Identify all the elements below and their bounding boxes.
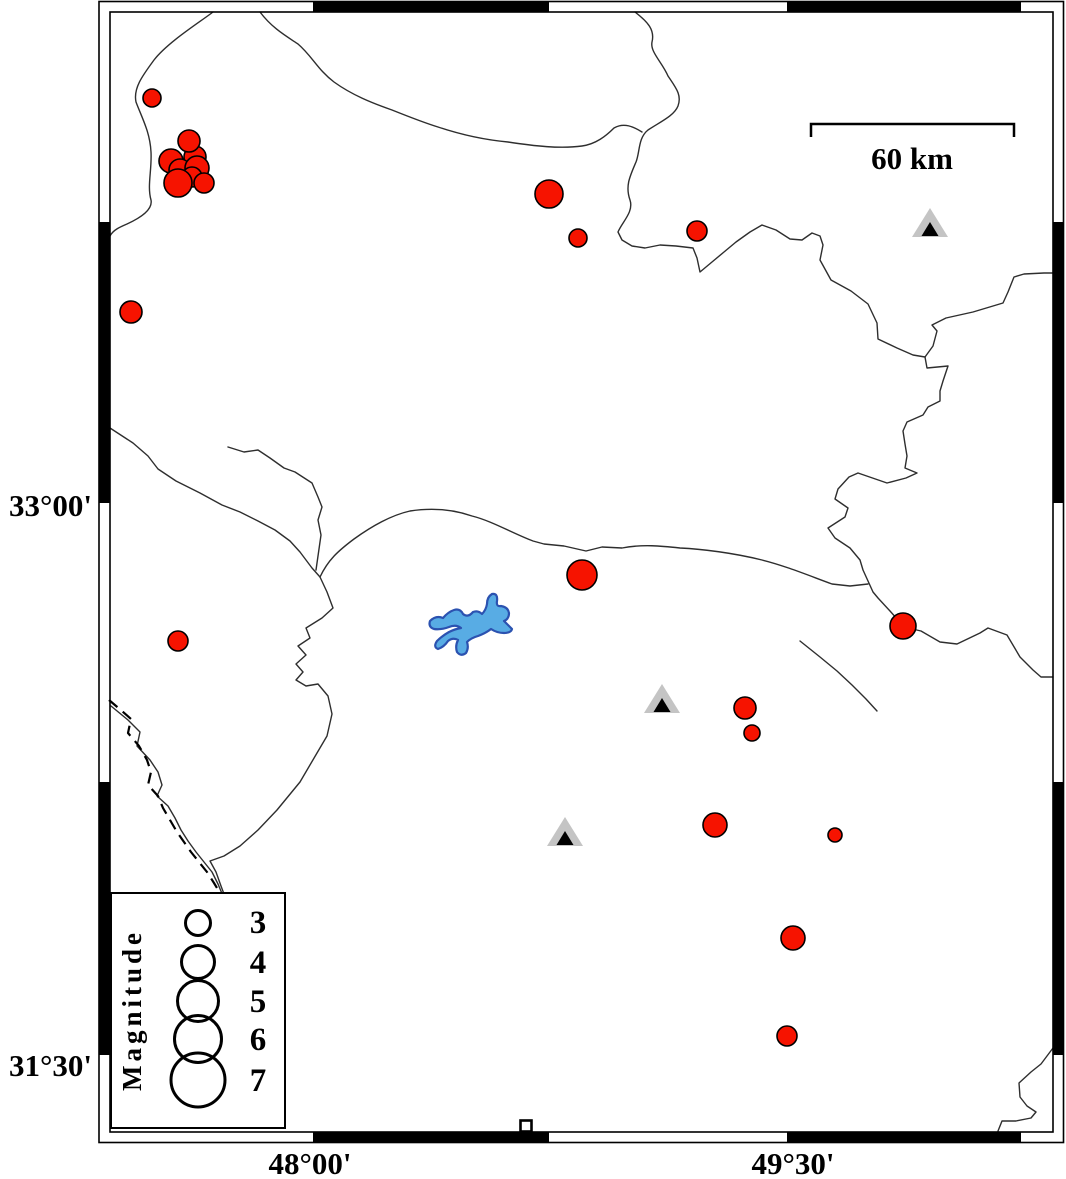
boundary-line — [827, 356, 1054, 678]
frame-band-segment — [313, 1132, 549, 1143]
station-triangle-inner-icon — [653, 698, 671, 712]
frame-band-segment — [99, 222, 110, 503]
earthquake-marker — [163, 168, 193, 198]
earthquake-marker — [889, 612, 917, 640]
legend-magnitude-label: 7 — [250, 1063, 267, 1099]
square-marker-icon — [519, 1119, 533, 1133]
border-dashed-line — [108, 699, 221, 894]
frame-inner-line — [109, 11, 1054, 1133]
legend-magnitude-circle — [180, 944, 216, 980]
earthquake-marker — [167, 630, 189, 652]
earthquake-marker — [702, 812, 728, 838]
lake — [428, 592, 514, 656]
legend-title: Magnitude — [117, 929, 147, 1091]
earthquake-marker — [686, 220, 708, 242]
legend-magnitude-label: 5 — [250, 984, 267, 1020]
frame-band-segment — [99, 782, 110, 1055]
lat-label: 31°30' — [9, 1048, 92, 1083]
lat-label: 33°00' — [9, 488, 92, 523]
scale-bar-line — [809, 122, 1016, 137]
frame-band-segment — [313, 1, 549, 12]
frame-outer-line — [98, 0, 1065, 1144]
boundary-line — [617, 11, 926, 358]
magnitude-legend: Magnitude 3 4 5 6 7 — [110, 892, 286, 1129]
legend-magnitude-label: 3 — [250, 905, 267, 941]
frame-band-segment — [787, 1, 1021, 12]
boundary-line — [997, 1047, 1054, 1132]
earthquake-layer — [119, 88, 917, 1047]
earthquake-marker — [780, 925, 806, 951]
lon-label: 49°30' — [751, 1146, 834, 1179]
boundary-line — [227, 446, 323, 571]
earthquake-marker — [568, 228, 588, 248]
legend-magnitude-circle — [176, 979, 220, 1023]
frame-band-segment — [1053, 222, 1064, 503]
boundary-line — [319, 508, 869, 587]
scale-bar: 60 km — [809, 122, 1016, 176]
earthquake-marker — [566, 559, 598, 591]
legend-box — [110, 892, 286, 1129]
earthquake-marker — [119, 300, 143, 324]
earthquake-marker — [534, 179, 564, 209]
legend-magnitude-circle — [184, 909, 212, 937]
lon-label: 48°00' — [268, 1146, 351, 1179]
boundary-line — [110, 705, 224, 897]
boundary-lines-layer — [108, 11, 1054, 1132]
boundary-line — [259, 11, 643, 148]
legend-magnitude-circle — [169, 1051, 227, 1109]
earthquake-marker — [193, 172, 215, 194]
station-triangle-inner-icon — [556, 831, 574, 845]
station-layer — [547, 208, 948, 846]
legend-magnitude-label: 6 — [250, 1022, 267, 1058]
legend-magnitude-label: 4 — [250, 945, 267, 981]
boundary-line — [799, 640, 878, 712]
frame-band-segment — [1053, 782, 1064, 1055]
station-triangle-inner-icon — [921, 222, 939, 236]
earthquake-marker — [733, 696, 757, 720]
legend-magnitude-circle — [173, 1014, 223, 1064]
earthquake-marker — [776, 1025, 798, 1047]
legend-circles — [169, 909, 227, 1109]
earthquake-marker — [142, 88, 162, 108]
square-marker — [519, 1119, 533, 1133]
earthquake-marker — [743, 724, 761, 742]
earthquake-marker — [827, 827, 843, 843]
boundary-line — [109, 427, 334, 895]
scale-bar-label: 60 km — [871, 141, 953, 176]
boundary-line — [109, 11, 214, 237]
earthquake-marker — [177, 129, 201, 153]
frame-band-segment — [787, 1132, 1021, 1143]
map-frame — [98, 0, 1065, 1144]
boundary-line — [924, 272, 1054, 358]
